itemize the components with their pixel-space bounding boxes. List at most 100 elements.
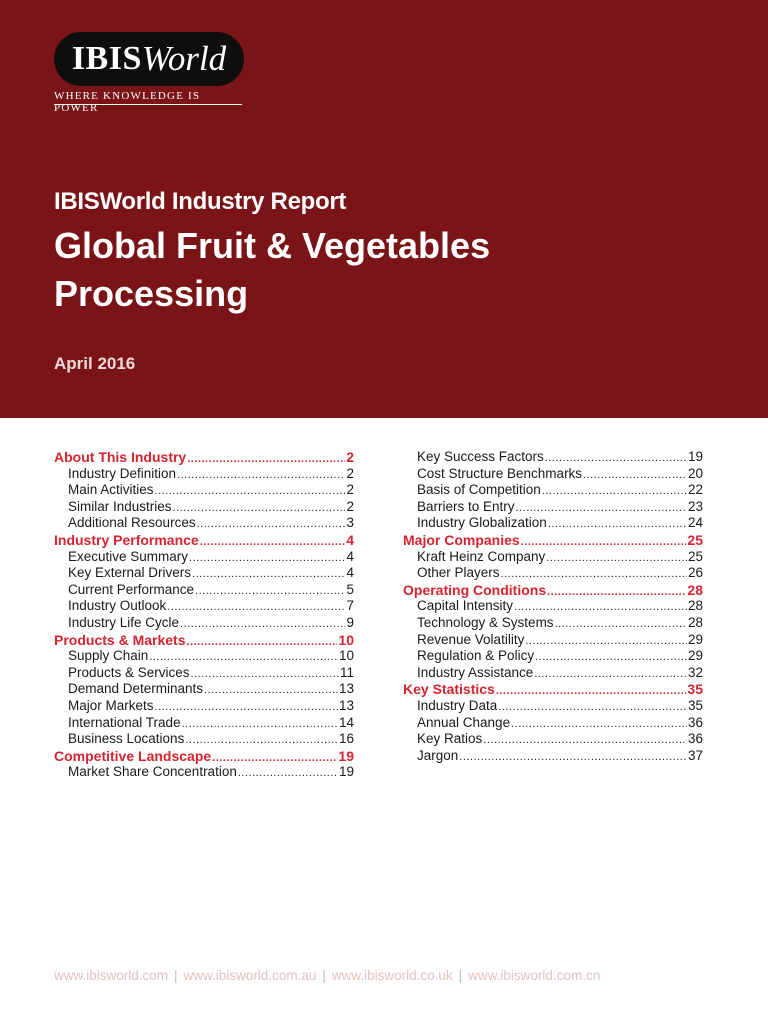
toc-entry-label: Major Markets [68, 697, 154, 713]
toc-page-number: 28 [687, 614, 703, 630]
toc-section-entry[interactable]: Products & Markets 10 [54, 632, 354, 649]
toc-dot-leader [187, 451, 345, 468]
toc-section-entry[interactable]: Operating Conditions 28 [403, 582, 703, 599]
table-of-contents-right: Key Success Factors 19 Cost Structure Benc… [403, 449, 703, 764]
footer-website-link[interactable]: www.ibisworld.com [54, 968, 169, 983]
toc-entry[interactable]: Industry Data 35 [403, 698, 703, 715]
toc-entry[interactable]: Major Markets 13 [54, 698, 354, 715]
toc-dot-leader [195, 583, 345, 600]
toc-dot-leader [583, 467, 687, 484]
toc-entry[interactable]: Barriers to Entry 23 [403, 499, 703, 516]
toc-entry[interactable]: Technology & Systems 28 [403, 615, 703, 632]
toc-dot-leader [525, 633, 687, 650]
toc-entry-label: Competitive Landscape [54, 747, 212, 764]
toc-entry[interactable]: Business Locations 16 [54, 731, 354, 748]
toc-page-number: 5 [346, 581, 354, 597]
toc-dot-leader [167, 599, 345, 616]
toc-entry-label: Capital Intensity [417, 598, 514, 614]
toc-entry[interactable]: Cost Structure Benchmarks 20 [403, 466, 703, 483]
toc-entry[interactable]: Kraft Heinz Company 25 [403, 549, 703, 566]
toc-page-number: 35 [687, 697, 703, 713]
toc-entry[interactable]: Capital Intensity 28 [403, 598, 703, 615]
toc-entry-label: Other Players [417, 565, 500, 581]
toc-page-number: 36 [687, 714, 703, 730]
toc-entry[interactable]: Key External Drivers 4 [54, 565, 354, 582]
toc-entry-label: Industry Outlook [68, 598, 167, 614]
toc-entry[interactable]: Basis of Competition 22 [403, 482, 703, 499]
toc-entry-label: Key Ratios [417, 731, 483, 747]
toc-entry[interactable]: Regulation & Policy 29 [403, 648, 703, 665]
toc-dot-leader [238, 765, 338, 782]
toc-page-number: 9 [346, 614, 354, 630]
toc-dot-leader [189, 550, 345, 567]
toc-entry[interactable]: Jargon 37 [403, 748, 703, 765]
toc-entry[interactable]: Industry Globalization 24 [403, 515, 703, 532]
toc-section-entry[interactable]: Key Statistics 35 [403, 681, 703, 698]
toc-entry[interactable]: Annual Change 36 [403, 715, 703, 732]
toc-entry[interactable]: Industry Definition 2 [54, 466, 354, 483]
toc-dot-leader [501, 566, 687, 583]
toc-section-entry[interactable]: Industry Performance 4 [54, 532, 354, 549]
toc-page-number: 26 [687, 565, 703, 581]
toc-entry[interactable]: Current Performance 5 [54, 582, 354, 599]
toc-entry-label: Similar Industries [68, 498, 172, 514]
toc-entry-label: Operating Conditions [403, 581, 547, 598]
toc-dot-leader [197, 516, 346, 533]
toc-entry-label: Business Locations [68, 731, 185, 747]
footer-separator: | [458, 968, 463, 983]
footer-website-link[interactable]: www.ibisworld.com.cn [468, 968, 601, 983]
toc-page-number: 19 [338, 747, 354, 764]
toc-entry-label: Key External Drivers [68, 565, 192, 581]
toc-entry[interactable]: Similar Industries 2 [54, 499, 354, 516]
footer-separator: | [322, 968, 326, 983]
toc-entry[interactable]: Products & Services 11 [54, 665, 354, 682]
toc-page-number: 19 [338, 764, 354, 780]
ibisworld-logo: IBIS World [54, 32, 244, 86]
toc-dot-leader [546, 550, 687, 567]
toc-dot-leader [192, 566, 345, 583]
toc-section-entry[interactable]: Major Companies 25 [403, 532, 703, 549]
footer-website-link[interactable]: www.ibisworld.co.uk [331, 968, 453, 983]
toc-entry[interactable]: Revenue Volatility 29 [403, 632, 703, 649]
toc-entry[interactable]: Key Ratios 36 [403, 731, 703, 748]
footer-separator: | [174, 968, 178, 983]
toc-section-entry[interactable]: About This Industry 2 [54, 449, 354, 466]
toc-dot-leader [535, 649, 687, 666]
toc-entry[interactable]: Market Share Concentration 19 [54, 764, 354, 781]
toc-dot-leader [483, 732, 687, 749]
toc-dot-leader [186, 634, 337, 651]
toc-entry[interactable]: Main Activities 2 [54, 482, 354, 499]
toc-page-number: 4 [346, 548, 354, 564]
footer-website-link[interactable]: www.ibisworld.com.au [183, 968, 317, 983]
toc-entry[interactable]: Executive Summary 4 [54, 549, 354, 566]
toc-dot-leader [511, 716, 687, 733]
toc-page-number: 24 [687, 515, 703, 531]
toc-entry[interactable]: Industry Outlook 7 [54, 598, 354, 615]
toc-entry-label: Major Companies [403, 531, 520, 548]
toc-page-number: 19 [687, 449, 703, 464]
toc-entry-label: Main Activities [68, 482, 154, 498]
toc-page-number: 13 [338, 697, 354, 713]
toc-page-number: 32 [687, 664, 703, 680]
toc-entry[interactable]: Additional Resources 3 [54, 515, 354, 532]
toc-entry[interactable]: Supply Chain 10 [54, 648, 354, 665]
toc-entry-label: Additional Resources [68, 515, 196, 531]
toc-dot-leader [545, 450, 687, 467]
tagline-rule [54, 104, 242, 105]
toc-entry-label: About This Industry [54, 449, 187, 465]
toc-page-number: 20 [687, 465, 703, 481]
cover-header: IBIS World Where knowledge is power IBISW… [0, 0, 768, 418]
toc-dot-leader [185, 732, 338, 749]
toc-section-entry[interactable]: Competitive Landscape 19 [54, 748, 354, 765]
logo-text-italic: World [141, 39, 227, 78]
toc-entry[interactable]: Key Success Factors 19 [403, 449, 703, 466]
toc-entry[interactable]: Demand Determinants 13 [54, 681, 354, 698]
toc-entry[interactable]: Industry Assistance 32 [403, 665, 703, 682]
toc-page-number: 4 [346, 531, 354, 548]
toc-entry[interactable]: Other Players 26 [403, 565, 703, 582]
toc-entry[interactable]: International Trade 14 [54, 715, 354, 732]
toc-entry-label: Annual Change [417, 714, 511, 730]
toc-page-number: 25 [687, 548, 703, 564]
toc-entry[interactable]: Industry Life Cycle 9 [54, 615, 354, 632]
toc-page-number: 29 [687, 648, 703, 664]
